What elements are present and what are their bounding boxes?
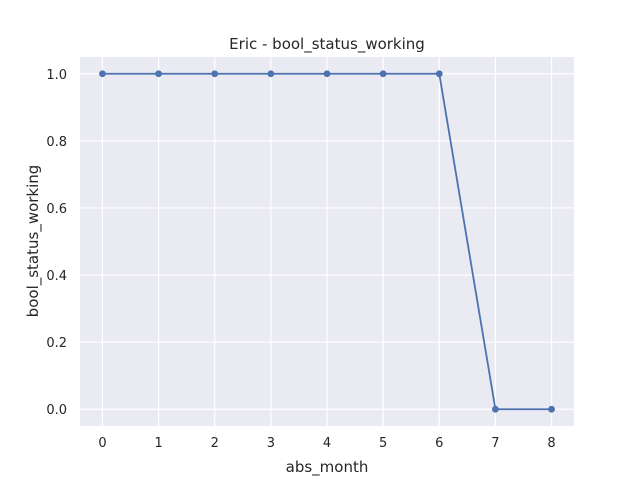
x-axis-label: abs_month xyxy=(286,458,369,477)
series-group xyxy=(99,70,555,413)
x-tick-label: 8 xyxy=(547,436,555,451)
x-tick-label: 6 xyxy=(435,436,443,451)
y-axis-ticks: 0.0 0.2 0.4 0.6 0.8 1.0 xyxy=(46,68,67,418)
data-point xyxy=(211,70,219,78)
data-point xyxy=(155,70,162,78)
data-point xyxy=(492,405,499,413)
data-point xyxy=(435,70,443,78)
y-tick-label: 0.0 xyxy=(46,403,67,418)
x-tick-label: 5 xyxy=(379,436,387,451)
x-tick-label: 3 xyxy=(267,436,275,451)
data-point xyxy=(548,405,555,413)
y-tick-label: 1.0 xyxy=(46,68,67,83)
data-point xyxy=(99,70,106,78)
chart-title: Eric - bool_status_working xyxy=(229,35,425,54)
data-point xyxy=(323,70,331,78)
data-point xyxy=(379,70,387,78)
x-tick-label: 4 xyxy=(323,436,331,451)
y-tick-label: 0.4 xyxy=(46,269,67,284)
y-tick-label: 0.6 xyxy=(46,202,67,217)
y-tick-label: 0.8 xyxy=(46,135,67,150)
x-tick-label: 1 xyxy=(154,436,162,451)
y-tick-label: 0.2 xyxy=(46,336,67,351)
y-axis-label: bool_status_working xyxy=(24,165,43,318)
x-tick-label: 7 xyxy=(491,436,499,451)
x-tick-label: 0 xyxy=(98,436,106,451)
x-tick-label: 2 xyxy=(211,436,219,451)
x-axis-ticks: 0 1 2 3 4 5 6 7 8 xyxy=(98,436,555,451)
data-point xyxy=(267,70,275,78)
